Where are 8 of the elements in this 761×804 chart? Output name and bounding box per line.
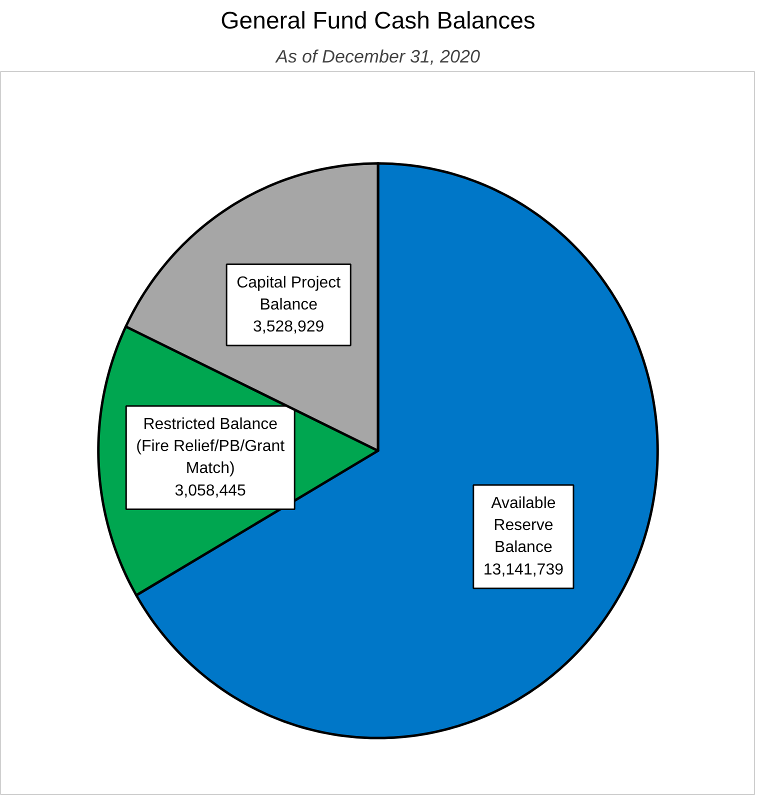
slice-label: Available Reserve Balance bbox=[491, 495, 556, 556]
slice-label: Restricted Balance (Fire Relief/PB/Grant Match) bbox=[136, 416, 286, 478]
data-label: 3,528,929 bbox=[253, 318, 324, 336]
data-label: 3,058,445 bbox=[174, 482, 246, 500]
chart-subtitle: As of December 31, 2020 bbox=[274, 46, 480, 66]
chart-title: General Fund Cash Balances bbox=[220, 8, 536, 34]
data-label: 13,141,739 bbox=[483, 561, 564, 578]
slice-label: Capital Project Balance bbox=[236, 274, 342, 314]
